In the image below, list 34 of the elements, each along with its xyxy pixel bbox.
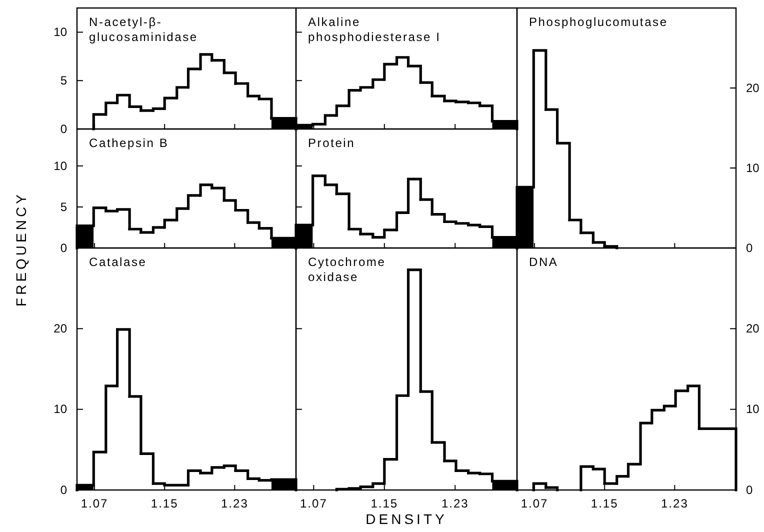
x-tick-label: 1.23 xyxy=(441,496,469,510)
x-tick-label: 1.23 xyxy=(661,496,688,510)
y-tick-label: 0 xyxy=(746,240,753,255)
y-tick-label: 0 xyxy=(60,482,68,497)
y-tick-label: 10 xyxy=(54,402,68,416)
y-tick-label: 10 xyxy=(54,25,68,40)
x-tick-label: 1.15 xyxy=(150,496,178,510)
text: Alkaline phosphodiesterase I xyxy=(308,15,441,44)
x-tick-label: 1.07 xyxy=(300,496,328,510)
x-tick-label: 1.15 xyxy=(370,496,398,510)
x-tick-label: 1.07 xyxy=(80,496,108,510)
y-tick-label: 0 xyxy=(746,482,753,497)
x-axis-title: DENSITY xyxy=(366,511,448,527)
y-tick-label: 10 xyxy=(54,158,68,173)
text: Cathepsin B xyxy=(89,136,169,150)
y-tick-label: 20 xyxy=(746,80,760,95)
text: Phosphoglucomutase xyxy=(529,15,668,29)
y-tick-label: 5 xyxy=(60,200,68,214)
x-tick-label: 1.07 xyxy=(520,496,548,510)
y-tick-label: 5 xyxy=(60,73,68,88)
y-tick-label: 10 xyxy=(746,160,760,175)
x-tick-label: 1.23 xyxy=(221,496,248,510)
text: DNA xyxy=(529,255,558,269)
y-tick-label: 0 xyxy=(60,122,68,136)
y-tick-label: 0 xyxy=(60,240,68,255)
y-tick-label: 10 xyxy=(746,402,760,416)
text: Cytochrome oxidase xyxy=(308,255,386,284)
text: Catalase xyxy=(89,255,147,269)
y-tick-label: 20 xyxy=(54,322,68,336)
y-axis-title: FREQUENCY xyxy=(13,192,29,306)
y-tick-label: 20 xyxy=(746,322,760,336)
x-tick-label: 1.15 xyxy=(590,496,618,510)
text: Protein xyxy=(308,136,356,150)
text: N-acetyl-β- glucosaminidase xyxy=(89,15,198,44)
